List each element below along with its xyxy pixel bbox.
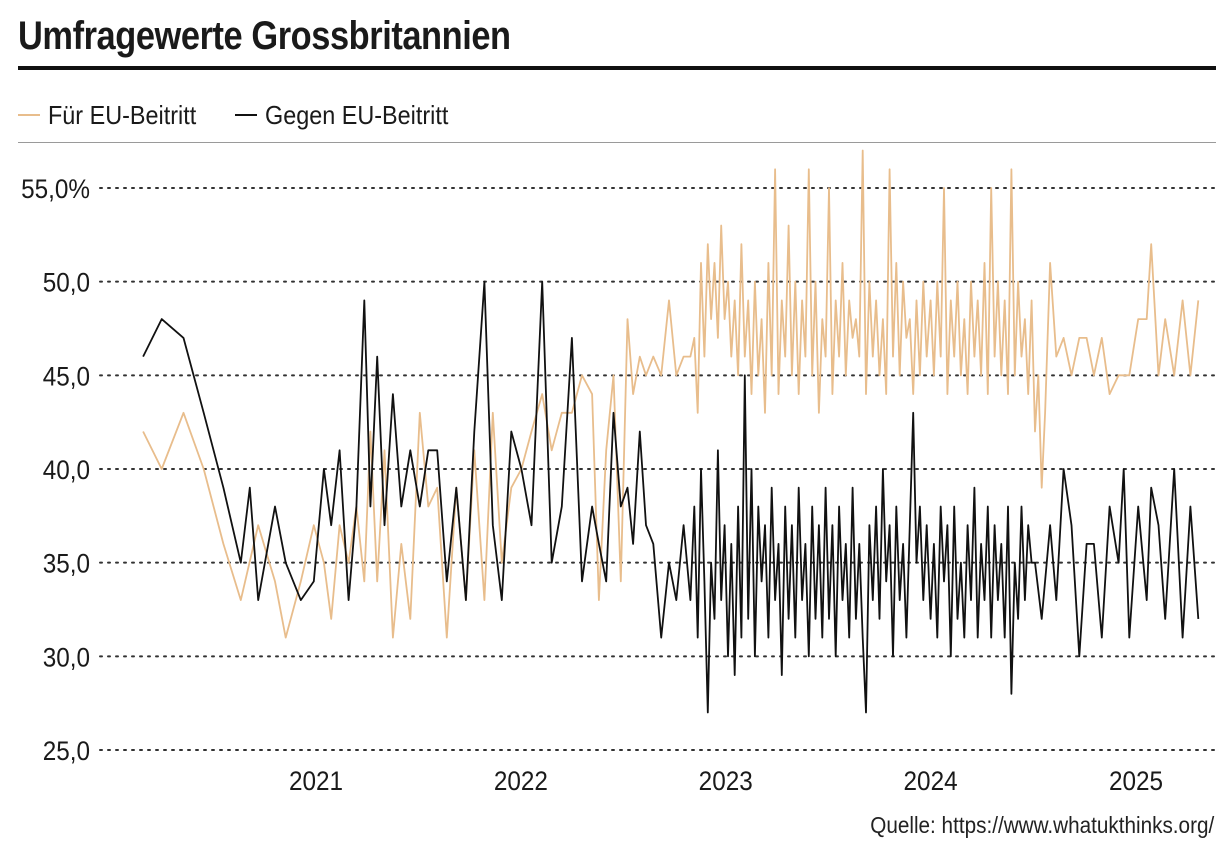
source-note: Quelle: https://www.whatukthinks.org/ (869, 812, 1214, 838)
y-tick-label-55: 55,0% (21, 175, 90, 204)
y-tick-label-25: 25,0 (43, 737, 90, 766)
series-lines (142, 149, 1200, 714)
y-tick-label-35: 35,0 (43, 550, 90, 579)
legend-label-for: Für EU-Beitritt (48, 99, 197, 130)
x-tick-label-2023: 2023 (699, 767, 753, 796)
y-tick-label-30: 30,0 (43, 643, 90, 672)
series-line-for (142, 149, 1200, 639)
legend-rule (18, 142, 1216, 143)
y-tick-label-45: 45,0 (43, 362, 90, 391)
x-tick-label-2025: 2025 (1109, 767, 1163, 796)
legend: Für EU-Beitritt Gegen EU-Beitritt (18, 98, 490, 132)
legend-item-against: Gegen EU-Beitritt (234, 99, 469, 131)
x-tick-label-2024: 2024 (904, 767, 958, 796)
legend-item-for: Für EU-Beitritt (18, 100, 213, 131)
x-axis-labels: 2021 2022 2023 2024 2025 (289, 767, 1163, 796)
legend-swatch-against (234, 114, 257, 116)
x-tick-label-2022: 2022 (494, 767, 548, 796)
x-tick-label-2021: 2021 (289, 767, 343, 796)
title-rule (18, 66, 1216, 70)
chart-title: Umfragewerte Grossbritannien (18, 14, 511, 58)
y-tick-label-40: 40,0 (43, 456, 90, 485)
legend-swatch-for (18, 114, 40, 116)
series-line-against (142, 280, 1200, 714)
gridlines (99, 187, 1216, 751)
y-axis-labels: 55,0% 50,0 45,0 40,0 35,0 30,0 25,0 (21, 175, 90, 766)
legend-label-against: Gegen EU-Beitritt (264, 99, 449, 130)
y-tick-label-50: 50,0 (43, 269, 90, 298)
